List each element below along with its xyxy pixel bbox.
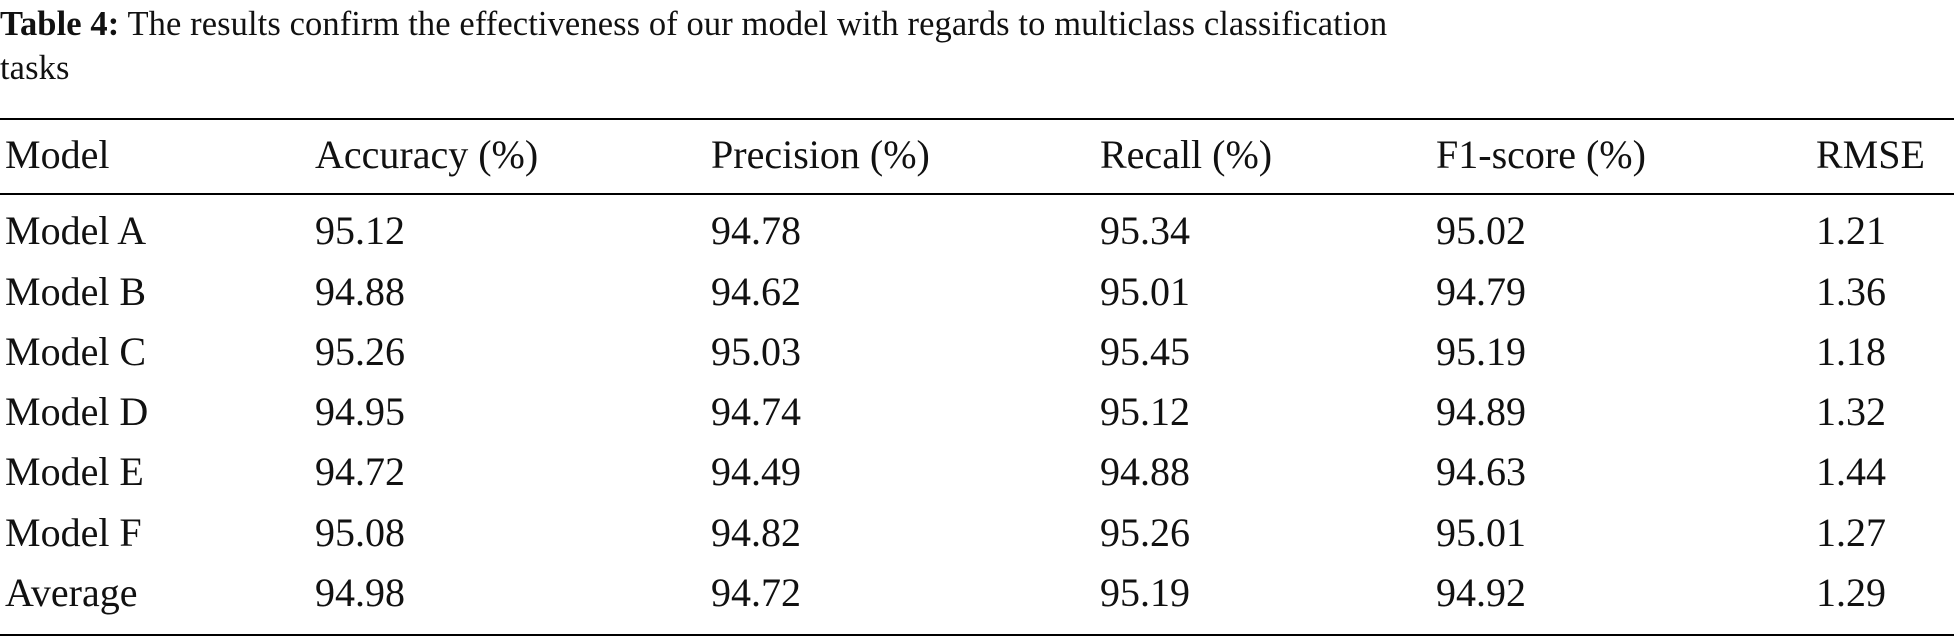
row-accuracy: 94.95 xyxy=(315,389,405,434)
row-f1-score: 94.89 xyxy=(1436,389,1526,434)
row-f1-score: 94.92 xyxy=(1436,570,1526,615)
table-bottom-rule xyxy=(0,634,1954,636)
row-precision: 94.62 xyxy=(711,269,801,314)
row-model-name: Model F xyxy=(5,510,142,555)
row-rmse: 1.18 xyxy=(1816,329,1886,374)
row-recall: 95.12 xyxy=(1100,389,1190,434)
row-recall: 95.26 xyxy=(1100,510,1190,555)
row-accuracy: 95.26 xyxy=(315,329,405,374)
caption-line-2: tasks xyxy=(0,49,70,87)
row-model-name: Model E xyxy=(5,449,144,494)
row-f1-score: 95.02 xyxy=(1436,208,1526,253)
row-precision: 94.78 xyxy=(711,208,801,253)
row-recall: 95.45 xyxy=(1100,329,1190,374)
row-rmse: 1.29 xyxy=(1816,570,1886,615)
row-model-name: Model A xyxy=(5,208,147,253)
table-row: Model F 95.08 94.82 95.26 95.01 1.27 xyxy=(0,503,1954,563)
row-model-name: Model D xyxy=(5,389,149,434)
row-precision: 94.49 xyxy=(711,449,801,494)
header-accuracy: Accuracy (%) xyxy=(315,132,539,177)
row-precision: 94.74 xyxy=(711,389,801,434)
row-precision: 94.82 xyxy=(711,510,801,555)
row-accuracy: 94.72 xyxy=(315,449,405,494)
row-precision: 95.03 xyxy=(711,329,801,374)
row-rmse: 1.36 xyxy=(1816,269,1886,314)
row-rmse: 1.21 xyxy=(1816,208,1886,253)
table-row: Model E 94.72 94.49 94.88 94.63 1.44 xyxy=(0,442,1954,502)
row-model-name: Average xyxy=(5,570,138,615)
header-rmse: RMSE xyxy=(1816,132,1925,177)
row-rmse: 1.32 xyxy=(1816,389,1886,434)
row-recall: 95.19 xyxy=(1100,570,1190,615)
table-row: Model B 94.88 94.62 95.01 94.79 1.36 xyxy=(0,262,1954,322)
row-recall: 95.34 xyxy=(1100,208,1190,253)
caption-line-1: Table 4: The results confirm the effecti… xyxy=(0,2,1954,46)
row-recall: 94.88 xyxy=(1100,449,1190,494)
header-recall: Recall (%) xyxy=(1100,132,1273,177)
row-rmse: 1.44 xyxy=(1816,449,1886,494)
row-f1-score: 94.79 xyxy=(1436,269,1526,314)
row-model-name: Model B xyxy=(5,269,147,314)
row-accuracy: 94.88 xyxy=(315,269,405,314)
row-accuracy: 95.08 xyxy=(315,510,405,555)
row-accuracy: 94.98 xyxy=(315,570,405,615)
header-model: Model xyxy=(5,132,110,177)
table-row-average: Average 94.98 94.72 95.19 94.92 1.29 xyxy=(0,563,1954,623)
row-rmse: 1.27 xyxy=(1816,510,1886,555)
row-f1-score: 95.01 xyxy=(1436,510,1526,555)
table-header-rule xyxy=(0,193,1954,195)
table-caption: Table 4: The results confirm the effecti… xyxy=(0,2,1954,90)
caption-label: Table 4: xyxy=(0,5,120,43)
table-row: Model C 95.26 95.03 95.45 95.19 1.18 xyxy=(0,322,1954,382)
caption-text: The results confirm the effectiveness of… xyxy=(119,5,1388,43)
table-row: Model D 94.95 94.74 95.12 94.89 1.32 xyxy=(0,382,1954,442)
row-f1-score: 95.19 xyxy=(1436,329,1526,374)
table-row: Model A 95.12 94.78 95.34 95.02 1.21 xyxy=(0,201,1954,261)
row-accuracy: 95.12 xyxy=(315,208,405,253)
table-top-rule xyxy=(0,118,1954,120)
row-model-name: Model C xyxy=(5,329,147,374)
table-header-row: Model Accuracy (%) Precision (%) Recall … xyxy=(0,125,1954,185)
row-precision: 94.72 xyxy=(711,570,801,615)
row-recall: 95.01 xyxy=(1100,269,1190,314)
row-f1-score: 94.63 xyxy=(1436,449,1526,494)
header-f1-score: F1-score (%) xyxy=(1436,132,1646,177)
header-precision: Precision (%) xyxy=(711,132,930,177)
